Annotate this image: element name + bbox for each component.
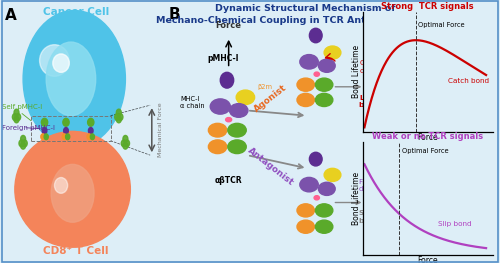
- Ellipse shape: [318, 59, 335, 72]
- Ellipse shape: [44, 132, 102, 179]
- Text: CD8⁺ T Cell: CD8⁺ T Cell: [43, 246, 108, 256]
- Text: Longer
bond lifetime: Longer bond lifetime: [360, 94, 414, 108]
- Title: Strong  TCR signals: Strong TCR signals: [381, 2, 474, 11]
- Ellipse shape: [22, 140, 27, 147]
- Text: Foreign pMHC-I: Foreign pMHC-I: [2, 125, 54, 130]
- Ellipse shape: [228, 123, 246, 137]
- Ellipse shape: [124, 140, 130, 147]
- Ellipse shape: [116, 109, 121, 116]
- Ellipse shape: [23, 11, 126, 147]
- Ellipse shape: [40, 45, 70, 76]
- Ellipse shape: [122, 140, 126, 147]
- Ellipse shape: [114, 114, 119, 120]
- Ellipse shape: [297, 204, 314, 217]
- Ellipse shape: [297, 220, 314, 233]
- Text: Shorter
bond lifetime: Shorter bond lifetime: [358, 210, 414, 224]
- Ellipse shape: [88, 128, 93, 134]
- Ellipse shape: [316, 78, 333, 91]
- Ellipse shape: [314, 196, 320, 200]
- Ellipse shape: [20, 135, 25, 142]
- Ellipse shape: [310, 28, 322, 43]
- Text: A: A: [5, 8, 16, 23]
- Y-axis label: Bond Lifetime: Bond Lifetime: [352, 45, 361, 98]
- Text: Conformational
changes: Conformational changes: [360, 60, 414, 74]
- Ellipse shape: [297, 93, 314, 107]
- Ellipse shape: [300, 55, 318, 69]
- Ellipse shape: [16, 114, 20, 120]
- Text: MHC-I
α chain: MHC-I α chain: [180, 96, 204, 109]
- Text: Faster pMHC-TCR
dissociation: Faster pMHC-TCR dissociation: [358, 179, 420, 192]
- Ellipse shape: [66, 134, 70, 140]
- Ellipse shape: [316, 204, 333, 217]
- Ellipse shape: [310, 152, 322, 166]
- Text: Self pMHC-I: Self pMHC-I: [2, 104, 42, 109]
- X-axis label: Force: Force: [417, 133, 438, 142]
- Text: β2m: β2m: [257, 84, 272, 90]
- Ellipse shape: [46, 42, 96, 116]
- Text: Catch bond: Catch bond: [448, 78, 488, 84]
- Ellipse shape: [208, 140, 227, 154]
- Ellipse shape: [88, 118, 94, 126]
- Text: Dynamic Structural Mechanism of
Mechano-Chemical Coupling in TCR Antigen Recogni: Dynamic Structural Mechanism of Mechano-…: [156, 4, 456, 26]
- Ellipse shape: [42, 118, 48, 126]
- Title: Weak or no TCR signals: Weak or no TCR signals: [372, 132, 483, 141]
- Ellipse shape: [20, 142, 25, 149]
- Ellipse shape: [14, 109, 19, 116]
- Ellipse shape: [42, 128, 47, 134]
- Ellipse shape: [54, 178, 68, 193]
- Ellipse shape: [90, 134, 94, 140]
- Ellipse shape: [228, 140, 246, 154]
- X-axis label: Force: Force: [417, 256, 438, 263]
- Ellipse shape: [210, 99, 231, 114]
- Ellipse shape: [62, 134, 66, 140]
- Text: B: B: [168, 7, 180, 22]
- Ellipse shape: [318, 182, 335, 195]
- Ellipse shape: [297, 78, 314, 91]
- Y-axis label: Bond Lifetime: Bond Lifetime: [352, 172, 361, 225]
- Ellipse shape: [236, 90, 255, 104]
- Text: Force: Force: [216, 21, 242, 30]
- Ellipse shape: [64, 128, 68, 134]
- Ellipse shape: [14, 116, 19, 123]
- Ellipse shape: [118, 114, 123, 120]
- Ellipse shape: [123, 135, 128, 142]
- Text: Mechanical Force: Mechanical Force: [158, 103, 162, 158]
- Text: pMHC-I: pMHC-I: [208, 54, 240, 63]
- Ellipse shape: [220, 72, 234, 88]
- Ellipse shape: [87, 134, 91, 140]
- Ellipse shape: [324, 168, 341, 181]
- Ellipse shape: [316, 93, 333, 107]
- Text: Cancer Cell: Cancer Cell: [43, 7, 109, 17]
- Ellipse shape: [230, 104, 248, 117]
- Text: Antagonist: Antagonist: [246, 146, 296, 188]
- Text: Optimal Force: Optimal Force: [402, 148, 448, 154]
- Ellipse shape: [41, 134, 45, 140]
- Ellipse shape: [19, 140, 24, 147]
- Ellipse shape: [44, 134, 48, 140]
- Ellipse shape: [208, 123, 227, 137]
- Text: Slip bond: Slip bond: [438, 221, 472, 227]
- Ellipse shape: [15, 132, 130, 247]
- Ellipse shape: [314, 72, 320, 76]
- Ellipse shape: [51, 164, 94, 222]
- Ellipse shape: [116, 116, 121, 123]
- Ellipse shape: [53, 54, 70, 72]
- Ellipse shape: [300, 177, 318, 192]
- Ellipse shape: [226, 118, 232, 122]
- Ellipse shape: [316, 220, 333, 233]
- Text: Agonist: Agonist: [252, 83, 288, 114]
- Ellipse shape: [63, 118, 69, 126]
- Ellipse shape: [324, 46, 341, 59]
- Ellipse shape: [12, 114, 18, 120]
- Ellipse shape: [123, 142, 128, 149]
- Text: αβTCR: αβTCR: [215, 176, 242, 185]
- Text: Optimal Force: Optimal Force: [418, 22, 465, 28]
